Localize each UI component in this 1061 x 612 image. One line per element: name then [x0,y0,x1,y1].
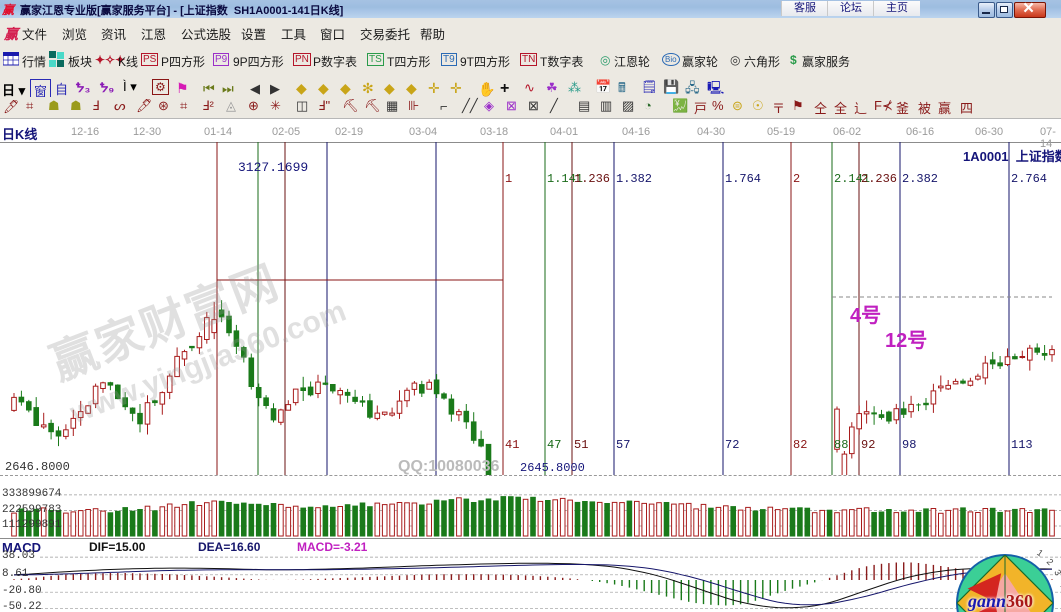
svg-text:2: 2 [1045,557,1056,567]
